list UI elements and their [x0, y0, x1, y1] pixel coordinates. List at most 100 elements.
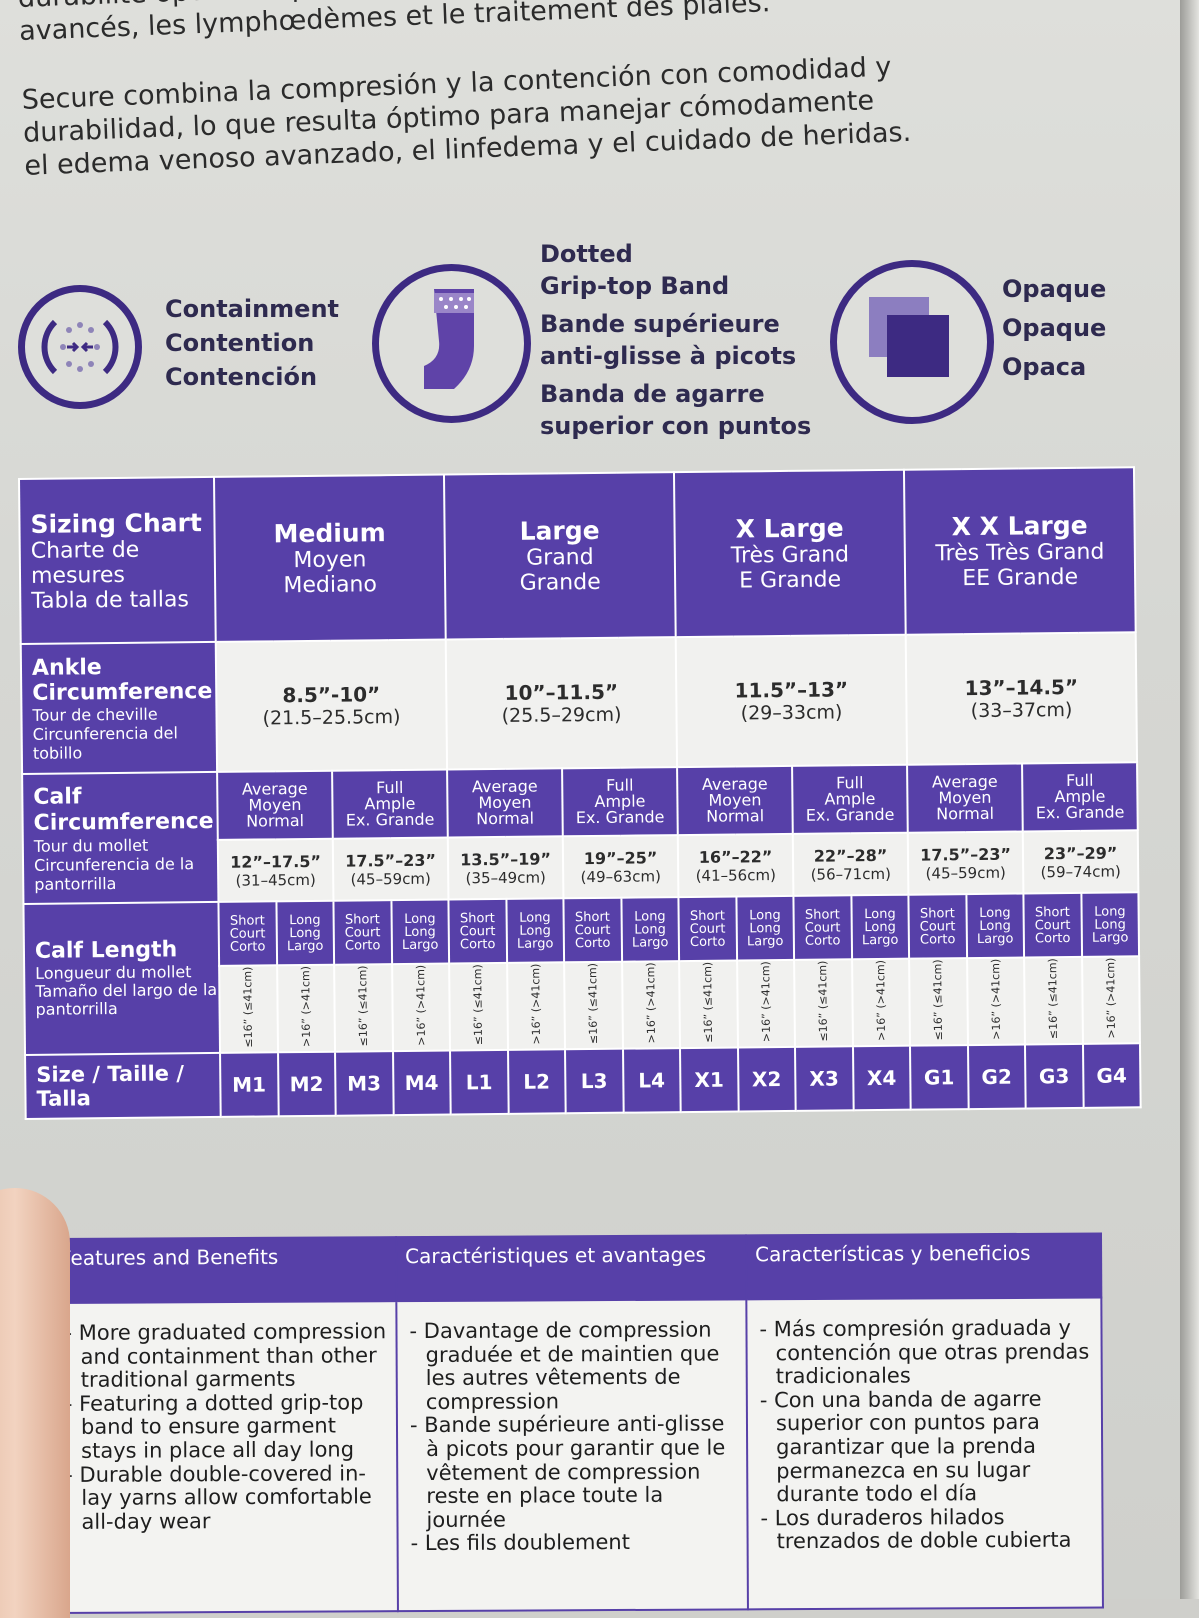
calf-in: 22”–28”	[813, 845, 888, 866]
calf-length-word: Long	[979, 918, 1011, 934]
package-edge	[1180, 0, 1199, 1599]
calf-length-measure: ≤16” (≤41cm)	[449, 962, 508, 1051]
containment-icon	[18, 285, 142, 409]
size-header-medium: Medium Moyen Mediano	[213, 474, 446, 642]
calf-length-label: Calf Length Longueur du mollet Tamaño de…	[23, 901, 221, 1055]
calf-type: Full Ample Ex. Grande	[1022, 762, 1138, 832]
size-code: M3	[335, 1051, 394, 1116]
dotted-band-leg-icon	[372, 264, 531, 423]
size-code: G2	[967, 1044, 1026, 1110]
calf-length-word: Long	[519, 909, 551, 926]
calf-measure: 13.5”–19” (35–49cm)	[447, 836, 564, 900]
size-code: G3	[1025, 1043, 1084, 1109]
calf-in: 17.5”–23”	[345, 850, 437, 871]
ankle-medium: 8.5”-10” (21.5–25.5cm)	[215, 639, 448, 772]
sizing-chart-table: Sizing Chart Charte de mesures Tabla de …	[18, 466, 1142, 1120]
grip-l6: superior con puntos	[540, 412, 812, 440]
calf-length-measure: ≤16” (≤41cm)	[909, 958, 968, 1046]
size-header-fr: Très Grand	[730, 542, 850, 569]
calf-length-value: >16” (>41cm)	[873, 959, 888, 1042]
calf-in: 19”–25”	[583, 847, 658, 868]
calf-length-long: Long Long Largo	[1080, 892, 1140, 957]
calf-type-l3: Normal	[246, 811, 305, 831]
features-and-benefits: Features and Benefits Caractéristiques e…	[50, 1233, 1103, 1613]
calf-type-l3: Ex. Grande	[1035, 802, 1125, 823]
calf-length-word: Largo	[746, 933, 784, 949]
ankle-cm: (21.5–25.5cm)	[262, 706, 401, 730]
grip-l4: anti-glisse à picots	[540, 342, 797, 370]
feature-item: - Más compresión graduada y contención q…	[759, 1315, 1090, 1389]
calf-length-long: Long Long Largo	[850, 894, 910, 960]
size-code: L3	[565, 1048, 624, 1114]
calf-length-word: Long	[749, 920, 781, 936]
calf-length-word: Short	[689, 908, 725, 924]
calf-length-word: Long	[289, 912, 321, 928]
calf-length-short: Short Court Corto	[333, 900, 392, 965]
containment-en: Containment	[165, 295, 340, 323]
calf-length-word: Court	[344, 924, 381, 941]
chart-title-es: Tabla de tallas	[31, 586, 190, 614]
calf-length-word: Long	[404, 924, 436, 940]
feature-item: - Durable double-covered in-lay yarns al…	[65, 1460, 372, 1534]
calf-type-l3: Normal	[706, 806, 765, 826]
calf-length-word: Court	[689, 921, 726, 937]
ankle-in: 10”–11.5”	[504, 679, 619, 705]
calf-length-measure: >16” (>41cm)	[621, 961, 681, 1049]
calf-label: Calf Circumference Tour du mollet Circun…	[22, 771, 219, 904]
calf-length-word: Short	[229, 912, 265, 929]
calf-length-measure: >16” (>41cm)	[851, 958, 911, 1047]
calf-length-word: Long	[634, 921, 666, 938]
size-header-fr: Grand	[526, 544, 594, 571]
calf-length-word: Long	[864, 906, 896, 922]
calf-length-value: >16” (>41cm)	[298, 965, 313, 1048]
calf-length-measure: >16” (>41cm)	[966, 957, 1026, 1046]
calf-in: 12”–17.5”	[230, 851, 322, 872]
calf-type-l3: Ex. Grande	[805, 804, 895, 825]
calf-length-measure: ≤16” (≤41cm)	[219, 965, 278, 1053]
length-label-es: Tamaño del largo de la pantorrilla	[35, 980, 218, 1020]
calf-length-word: Corto	[229, 938, 266, 955]
calf-measure: 19”–25” (49–63cm)	[562, 835, 679, 899]
calf-length-word: Largo	[631, 934, 669, 951]
calf-length-word: Corto	[574, 935, 611, 951]
calf-cm: (41–56cm)	[695, 865, 776, 885]
calf-length-word: Court	[229, 925, 266, 942]
calf-length-measure: >16” (>41cm)	[506, 962, 566, 1050]
thumb	[0, 1188, 70, 1618]
calf-type: Average Moyen Normal	[907, 763, 1023, 833]
calf-length-value: >16” (>41cm)	[758, 961, 773, 1043]
calf-length-short: Short Court Corto	[793, 895, 852, 960]
calf-length-word: Short	[574, 909, 610, 925]
calf-length-value: ≤16” (≤41cm)	[931, 959, 946, 1041]
size-code: X4	[852, 1045, 911, 1111]
size-code: L4	[622, 1048, 681, 1113]
grip-l5: Banda de agarre	[540, 380, 765, 408]
ankle-in: 8.5”-10”	[282, 682, 381, 708]
calf-length-long: Long Long Largo	[505, 898, 565, 963]
size-header-en: Medium	[273, 518, 386, 549]
size-code: X2	[737, 1046, 796, 1112]
calf-label-fr: Tour du mollet	[33, 835, 149, 856]
feature-item: - Davantage de compression graduée et de…	[409, 1317, 720, 1414]
calf-length-word: Corto	[344, 937, 381, 954]
calf-length-word: Long	[634, 908, 666, 925]
calf-in: 17.5”–23”	[920, 844, 1012, 865]
size-code: M2	[277, 1051, 336, 1117]
calf-length-word: Long	[864, 919, 896, 935]
ankle-cm: (25.5–29cm)	[501, 703, 622, 727]
calf-length-word: Court	[459, 923, 496, 939]
size-code: G4	[1082, 1043, 1141, 1108]
calf-type: Average Moyen Normal	[677, 765, 793, 836]
calf-length-short: Short Court Corto	[908, 894, 967, 959]
opaque-fr: Opaque	[1002, 314, 1107, 342]
calf-length-measure: ≤16” (≤41cm)	[334, 964, 393, 1052]
calf-type: Full Ample Ex. Grande	[562, 767, 678, 837]
grip-l3: Bande supérieure	[540, 310, 780, 338]
grip-band-label: Dotted Grip-top Band Bande supérieure an…	[540, 238, 811, 442]
calf-length-measure: ≤16” (≤41cm)	[679, 960, 738, 1049]
calf-cm: (56–71cm)	[810, 864, 891, 884]
size-code: X3	[795, 1046, 854, 1111]
calf-length-long: Long Long Largo	[275, 900, 335, 966]
calf-measure: 12”–17.5” (31–45cm)	[217, 838, 334, 902]
